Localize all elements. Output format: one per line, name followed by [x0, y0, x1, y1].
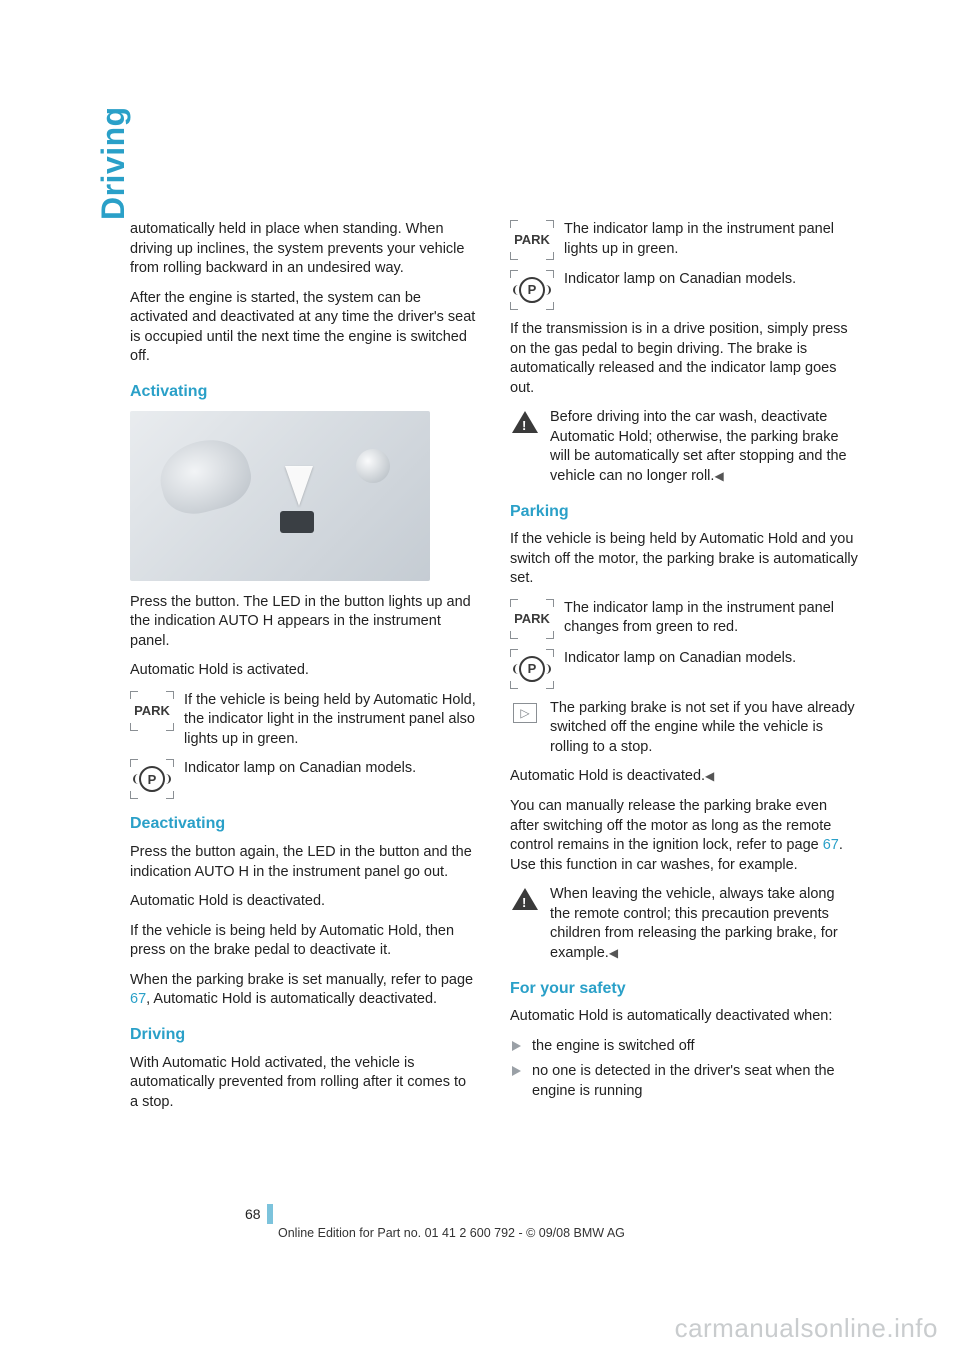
body-text: Automatic Hold is automatically deactiva…	[510, 1007, 858, 1027]
figure-auto-hold-button	[130, 411, 430, 581]
body-text: After the engine is started, the system …	[130, 289, 478, 367]
section-tab: Driving	[95, 106, 132, 220]
warning-triangle-icon	[510, 408, 540, 436]
park-indicator-label: PARK	[514, 610, 550, 628]
park-indicator-label: PARK	[134, 702, 170, 720]
warning-triangle-icon	[510, 885, 540, 913]
warning-block: Before driving into the car wash, deacti…	[510, 408, 858, 486]
body-text: automatically held in place when standin…	[130, 220, 478, 279]
figure-button	[280, 511, 314, 533]
park-indicator-label: PARK	[514, 231, 550, 249]
end-mark-icon: ◀	[705, 769, 714, 783]
park-indicator-icon: PARK	[510, 220, 554, 260]
park-indicator-icon: PARK	[510, 599, 554, 639]
p-circle-label: P	[528, 660, 537, 678]
indicator-p-circle-row: P Indicator lamp on Canadian models.	[510, 649, 858, 689]
body-text: If the vehicle is being held by Automati…	[130, 922, 478, 961]
indicator-park-row: PARK If the vehicle is being held by Aut…	[130, 691, 478, 750]
body-text: Press the button. The LED in the button …	[130, 593, 478, 652]
end-mark-icon: ◀	[714, 469, 723, 483]
heading-safety: For your safety	[510, 978, 858, 1000]
body-text: You can manually release the parking bra…	[510, 797, 858, 875]
indicator-park-row: PARK The indicator lamp in the instrumen…	[510, 599, 858, 639]
warning-text: Before driving into the car wash, deacti…	[550, 408, 858, 486]
heading-deactivating: Deactivating	[130, 813, 478, 835]
end-mark-icon: ◀	[609, 946, 618, 960]
footer-text: Online Edition for Part no. 01 41 2 600 …	[278, 1226, 625, 1240]
figure-shift-knob	[152, 430, 257, 521]
warning-block: When leaving the vehicle, always take al…	[510, 885, 858, 963]
p-circle-indicator-icon: P	[510, 649, 554, 689]
content-columns: automatically held in place when standin…	[130, 220, 870, 1122]
note-flag-icon: ▷	[510, 699, 540, 727]
body-text: Press the button again, the LED in the b…	[130, 843, 478, 882]
watermark: carmanualsonline.info	[675, 1313, 938, 1344]
indicator-p-circle-row: P Indicator lamp on Canadian models.	[130, 759, 478, 799]
right-column: PARK The indicator lamp in the instrumen…	[510, 220, 858, 1122]
indicator-text: The indicator lamp in the instrument pan…	[564, 599, 858, 638]
p-circle-indicator-icon: P	[510, 270, 554, 310]
body-text: Automatic Hold is deactivated.◀	[510, 767, 858, 787]
warning-text: When leaving the vehicle, always take al…	[550, 885, 858, 963]
figure-controller-dial	[356, 449, 390, 483]
indicator-text: Indicator lamp on Canadian models.	[184, 759, 416, 779]
heading-driving: Driving	[130, 1024, 478, 1046]
indicator-text: Indicator lamp on Canadian models.	[564, 270, 796, 290]
figure-arrow-icon	[285, 466, 313, 506]
note-block: ▷ The parking brake is not set if you ha…	[510, 699, 858, 758]
p-circle-label: P	[148, 771, 157, 789]
body-text: When the parking brake is set manually, …	[130, 971, 478, 1010]
list-item: the engine is switched off	[510, 1037, 858, 1057]
p-circle-indicator-icon: P	[130, 759, 174, 799]
indicator-text: The indicator lamp in the instrument pan…	[564, 220, 858, 259]
indicator-park-row: PARK The indicator lamp in the instrumen…	[510, 220, 858, 260]
heading-parking: Parking	[510, 501, 858, 523]
body-text: Automatic Hold is deactivated.	[130, 892, 478, 912]
body-text: With Automatic Hold activated, the vehic…	[130, 1054, 478, 1113]
indicator-text: Indicator lamp on Canadian models.	[564, 649, 796, 669]
left-column: automatically held in place when standin…	[130, 220, 478, 1122]
list-item: no one is detected in the driver's seat …	[510, 1062, 858, 1101]
body-text: If the transmission is in a drive positi…	[510, 320, 858, 398]
park-indicator-icon: PARK	[130, 691, 174, 731]
note-text: The parking brake is not set if you have…	[550, 699, 858, 758]
page-ref[interactable]: 67	[823, 837, 839, 853]
page-ref[interactable]: 67	[130, 991, 146, 1007]
page-number-tick-icon	[267, 1204, 273, 1224]
body-text: Automatic Hold is activated.	[130, 661, 478, 681]
indicator-p-circle-row: P Indicator lamp on Canadian models.	[510, 270, 858, 310]
indicator-text: If the vehicle is being held by Automati…	[184, 691, 478, 750]
body-text: If the vehicle is being held by Automati…	[510, 530, 858, 589]
page: Driving automatically held in place when…	[0, 0, 960, 1358]
bullet-list: the engine is switched off no one is det…	[510, 1037, 858, 1102]
p-circle-label: P	[528, 281, 537, 299]
heading-activating: Activating	[130, 381, 478, 403]
page-number: 68	[245, 1204, 273, 1224]
